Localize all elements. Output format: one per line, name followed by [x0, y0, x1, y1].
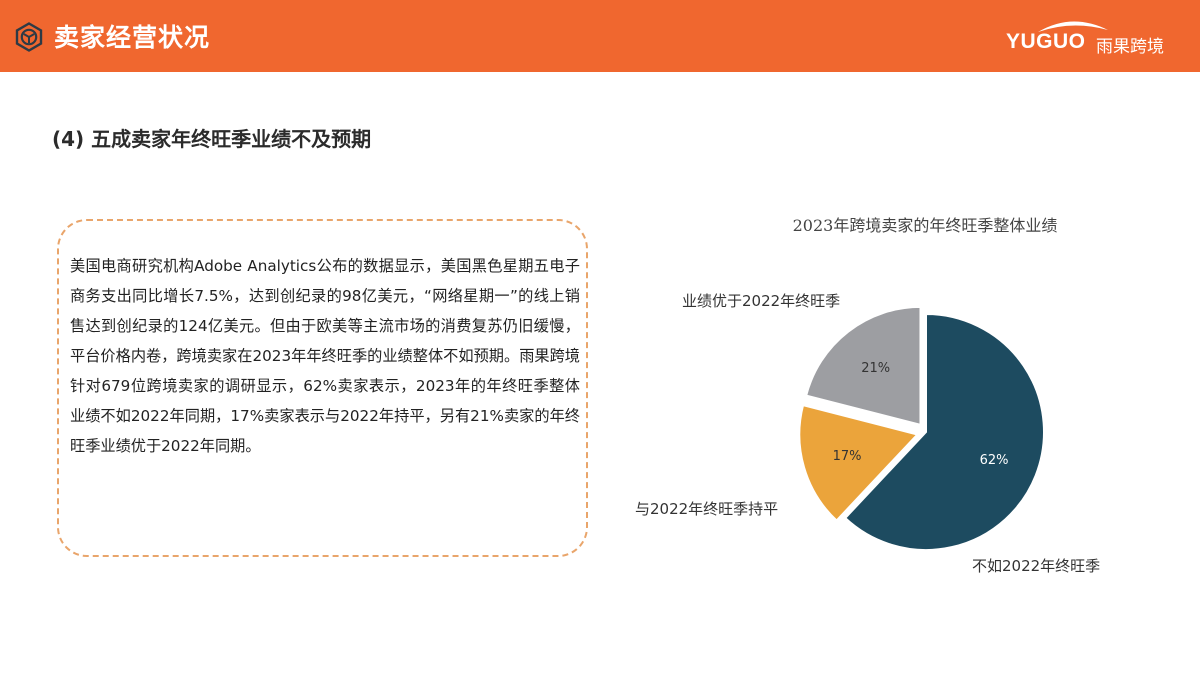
category-label-flat: 与2022年终旺季持平 — [635, 500, 779, 518]
slice-value-label: 17% — [833, 449, 862, 464]
summary-text-box: 美国电商研究机构Adobe Analytics公布的数据显示，美国黑色星期五电子… — [57, 219, 588, 557]
chart-title: 2023年跨境卖家的年终旺季整体业绩 — [792, 216, 1058, 235]
category-label-better: 业绩优于2022年终旺季 — [682, 292, 841, 310]
pie-chart: 62% 17% 21% 不如2022年终旺季 与2022年终旺季持平 业绩优于202… — [620, 270, 1180, 600]
brand-logo: YUGUO 雨果跨境 — [1002, 18, 1182, 58]
slice-value-label: 62% — [980, 453, 1009, 468]
slice-value-label: 21% — [861, 361, 890, 376]
page-title: 卖家经营状况 — [54, 23, 211, 52]
brand-name-cn: 雨果跨境 — [1096, 37, 1164, 57]
brand-arc-icon — [1038, 21, 1108, 32]
pie-slice-flat — [798, 403, 920, 522]
hexagon-cube-icon — [15, 22, 43, 52]
header-bar: 卖家经营状况 YUGUO 雨果跨境 — [0, 0, 1200, 72]
summary-paragraph: 美国电商研究机构Adobe Analytics公布的数据显示，美国黑色星期五电子… — [70, 257, 580, 455]
pie-chart-svg: 62% 17% 21% — [798, 305, 1045, 551]
brand-name-en: YUGUO — [1006, 30, 1086, 53]
pie-slice-better — [804, 305, 922, 427]
section-title: (4) 五成卖家年终旺季业绩不及预期 — [52, 127, 372, 151]
pie-slice-worse — [843, 312, 1045, 551]
category-label-worse: 不如2022年终旺季 — [972, 557, 1101, 575]
